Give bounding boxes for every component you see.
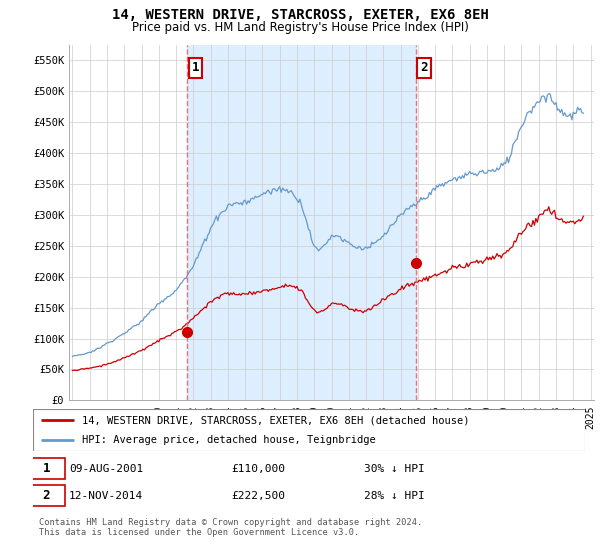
Text: 14, WESTERN DRIVE, STARCROSS, EXETER, EX6 8EH: 14, WESTERN DRIVE, STARCROSS, EXETER, EX… bbox=[112, 8, 488, 22]
Text: 14, WESTERN DRIVE, STARCROSS, EXETER, EX6 8EH (detached house): 14, WESTERN DRIVE, STARCROSS, EXETER, EX… bbox=[82, 415, 469, 425]
FancyBboxPatch shape bbox=[28, 458, 65, 479]
Text: 2: 2 bbox=[43, 489, 50, 502]
Text: £222,500: £222,500 bbox=[232, 491, 286, 501]
FancyBboxPatch shape bbox=[28, 485, 65, 506]
Text: 28% ↓ HPI: 28% ↓ HPI bbox=[364, 491, 425, 501]
Bar bbox=[187, 45, 416, 400]
Text: 12-NOV-2014: 12-NOV-2014 bbox=[69, 491, 143, 501]
Text: 09-AUG-2001: 09-AUG-2001 bbox=[69, 464, 143, 474]
Text: 2: 2 bbox=[421, 62, 428, 74]
Text: £110,000: £110,000 bbox=[232, 464, 286, 474]
Text: HPI: Average price, detached house, Teignbridge: HPI: Average price, detached house, Teig… bbox=[82, 435, 376, 445]
Text: Price paid vs. HM Land Registry's House Price Index (HPI): Price paid vs. HM Land Registry's House … bbox=[131, 21, 469, 34]
Text: Contains HM Land Registry data © Crown copyright and database right 2024.
This d: Contains HM Land Registry data © Crown c… bbox=[39, 518, 422, 538]
Text: 30% ↓ HPI: 30% ↓ HPI bbox=[364, 464, 425, 474]
Text: 1: 1 bbox=[191, 62, 199, 74]
Text: 1: 1 bbox=[43, 462, 50, 475]
